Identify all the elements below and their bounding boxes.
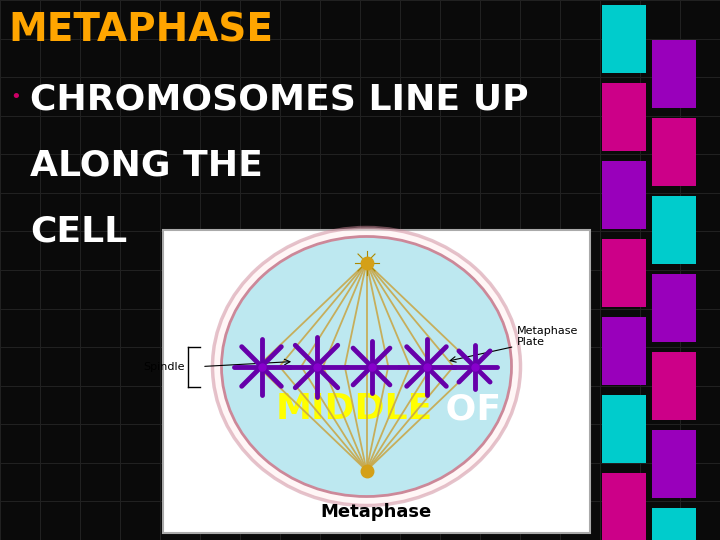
Bar [602, 239, 646, 307]
Bar [163, 230, 590, 533]
Bar [652, 196, 696, 264]
Text: Spindle: Spindle [143, 361, 185, 372]
Text: ALONG THE: ALONG THE [30, 148, 276, 182]
Bar [652, 508, 696, 540]
Bar [602, 473, 646, 540]
Text: CHROMOSOMES LINE UP: CHROMOSOMES LINE UP [30, 82, 528, 116]
Bar [602, 5, 646, 73]
Ellipse shape [212, 227, 521, 505]
Bar [652, 352, 696, 420]
Bar [652, 274, 696, 342]
Bar [602, 161, 646, 229]
Bar [652, 430, 696, 498]
Ellipse shape [222, 237, 511, 496]
Text: CELL: CELL [30, 214, 127, 248]
Bar [602, 395, 646, 463]
Text: Metaphase
Plate: Metaphase Plate [516, 326, 578, 347]
Text: Metaphase: Metaphase [321, 503, 432, 521]
Bar [602, 317, 646, 385]
Bar [652, 40, 696, 108]
Text: OF: OF [433, 392, 501, 426]
Bar [602, 83, 646, 151]
Text: •: • [10, 88, 21, 106]
Text: METAPHASE: METAPHASE [8, 12, 273, 50]
Text: MIDDLE: MIDDLE [276, 392, 433, 426]
Bar [652, 118, 696, 186]
